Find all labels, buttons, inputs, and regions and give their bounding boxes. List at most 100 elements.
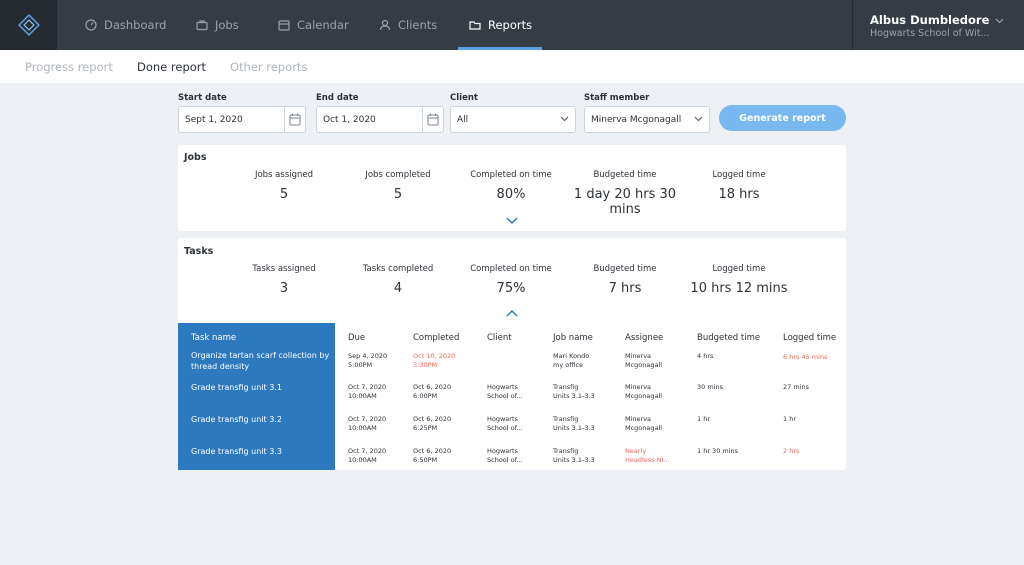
jobs-logged-value: 18 hrs	[718, 187, 760, 202]
assignee-name-cont: Mcgonagall	[625, 424, 663, 432]
logged-time: 6 hrs 45 mins	[783, 353, 828, 361]
end-date-label: End date	[316, 93, 359, 103]
column-header-assignee: Assignee	[625, 333, 664, 343]
jobs-assigned-value: 5	[279, 187, 289, 202]
completed-date: Oct 10, 2020	[413, 352, 456, 360]
jobs-completed-label: Jobs completed	[365, 170, 431, 180]
column-header-due: Due	[348, 333, 366, 343]
assignee-name-cont: Mcgonagall	[625, 361, 663, 369]
job-name: Transfig	[553, 383, 579, 391]
generate-report-button[interactable]: Generate report	[719, 105, 846, 131]
job-name-cont: my office	[553, 361, 584, 369]
app-logo[interactable]	[0, 0, 57, 50]
staff-member-value: Minerva Mcgonagall	[591, 114, 682, 125]
end-date-value: Oct 1, 2020	[323, 114, 376, 125]
assignee-name: Minerva	[625, 415, 652, 423]
chevron-down-icon	[560, 116, 569, 122]
start-date-value: Sept 1, 2020	[185, 114, 243, 125]
logged-time: 1 hr	[783, 415, 796, 423]
due-time: 10:00AM	[348, 424, 377, 432]
jobs-assigned-label: Jobs assigned	[254, 170, 314, 180]
user-name: Albus Dumbledore	[870, 13, 990, 27]
budgeted-time: 1 hr 30 mins	[697, 447, 739, 455]
client-name: Hogwarts	[487, 383, 518, 391]
completed-time: 3:30PM	[413, 361, 438, 369]
report-tabs: Progress report Done report Other report…	[0, 50, 1024, 83]
client-name: Hogwarts	[487, 415, 518, 423]
assignee-name: Minerva	[625, 352, 652, 360]
tab-done-report[interactable]: Done report	[137, 60, 207, 74]
nav-calendar-label: Calendar	[297, 18, 349, 32]
assignee-name: Minerva	[625, 383, 652, 391]
collapse-chevron-icon[interactable]	[506, 310, 518, 317]
nav-clients[interactable]: Clients	[379, 0, 437, 50]
completed-time: 6:25PM	[413, 424, 438, 432]
task-name[interactable]: Grade transfig unit 3.3	[191, 447, 282, 456]
tab-progress-report[interactable]: Progress report	[25, 60, 113, 74]
nav-active-indicator	[458, 47, 542, 50]
job-name-cont: Units 3.1-3.3	[553, 456, 595, 464]
jobs-budgeted-value: 1 day 20 hrs 30 mins	[573, 187, 677, 217]
folder-icon	[469, 21, 481, 30]
column-header-client: Client	[487, 333, 512, 343]
tasks-logged-label: Logged time	[712, 264, 766, 274]
budgeted-time: 4 hrs	[697, 352, 714, 360]
start-date-field[interactable]: Sept 1, 2020	[178, 106, 285, 133]
client-select[interactable]: All	[450, 106, 576, 133]
logo-icon	[17, 14, 40, 36]
start-date-label: Start date	[178, 93, 227, 103]
tasks-on-time-value: 75%	[496, 281, 526, 296]
column-header-completed: Completed	[413, 333, 460, 343]
due-date: Oct 7, 2020	[348, 383, 387, 391]
client-value: All	[457, 114, 469, 125]
nav-reports[interactable]: Reports	[469, 0, 532, 50]
job-name: Mari Kondo	[553, 352, 590, 360]
column-header-logged-time: Logged time	[783, 333, 837, 343]
nav-dashboard[interactable]: Dashboard	[85, 0, 166, 50]
completed-time: 6:50PM	[413, 456, 438, 464]
tasks-on-time-label: Completed on time	[470, 264, 552, 274]
completed-date: Oct 6, 2020	[413, 415, 452, 423]
top-nav: Dashboard Jobs Calendar Clients Reports …	[0, 0, 1024, 50]
tasks-completed-label: Tasks completed	[362, 264, 434, 274]
due-time: 10:00AM	[348, 392, 377, 400]
client-name: Hogwarts	[487, 447, 518, 455]
column-header-task-name: Task name	[191, 333, 237, 343]
completed-date: Oct 6, 2020	[413, 383, 452, 391]
budgeted-time: 1 hr	[697, 415, 710, 423]
jobs-card-title: Jobs	[184, 152, 207, 163]
logged-time: 2 hrs	[783, 447, 800, 455]
user-menu[interactable]: Albus Dumbledore Hogwarts School of Wit.…	[852, 0, 1024, 50]
calendar-icon	[427, 113, 439, 126]
task-name[interactable]: Grade transfig unit 3.2	[191, 415, 282, 424]
job-name-cont: Units 3.1-3.3	[553, 424, 595, 432]
client-name-cont: School of...	[487, 424, 523, 432]
expand-chevron-icon[interactable]	[506, 217, 518, 224]
assignee-name: Nearly	[625, 447, 647, 455]
nav-calendar[interactable]: Calendar	[278, 0, 349, 50]
completed-date: Oct 6, 2020	[413, 447, 452, 455]
task-name[interactable]: Organize tartan scarf collection by thre…	[191, 351, 330, 371]
staff-member-label: Staff member	[584, 93, 650, 103]
nav-jobs[interactable]: Jobs	[196, 0, 239, 50]
end-date-picker-button[interactable]	[422, 106, 444, 133]
staff-member-select[interactable]: Minerva Mcgonagall	[584, 106, 710, 133]
nav-clients-label: Clients	[398, 18, 438, 32]
tab-other-reports[interactable]: Other reports	[230, 60, 308, 74]
end-date-field[interactable]: Oct 1, 2020	[316, 106, 423, 133]
tasks-budgeted-value: 7 hrs	[608, 281, 642, 296]
due-date: Oct 7, 2020	[348, 447, 387, 455]
client-name-cont: School of...	[487, 392, 523, 400]
due-time: 10:00AM	[348, 456, 377, 464]
user-icon	[379, 19, 391, 31]
start-date-picker-button[interactable]	[284, 106, 306, 133]
job-name: Transfig	[553, 415, 579, 423]
user-organization: Hogwarts School of Wit...	[870, 28, 990, 39]
column-header-budgeted-time: Budgeted time	[697, 333, 761, 343]
task-name[interactable]: Grade transfig unit 3.1	[191, 383, 282, 392]
tasks-logged-value: 10 hrs 12 mins	[690, 281, 788, 296]
jobs-summary-card: Jobs Jobs assigned 5 Jobs completed 5 Co…	[178, 145, 846, 231]
job-name-cont: Units 3.1-3.3	[553, 392, 595, 400]
nav-dashboard-label: Dashboard	[104, 18, 167, 32]
tasks-card-title: Tasks	[184, 246, 214, 257]
